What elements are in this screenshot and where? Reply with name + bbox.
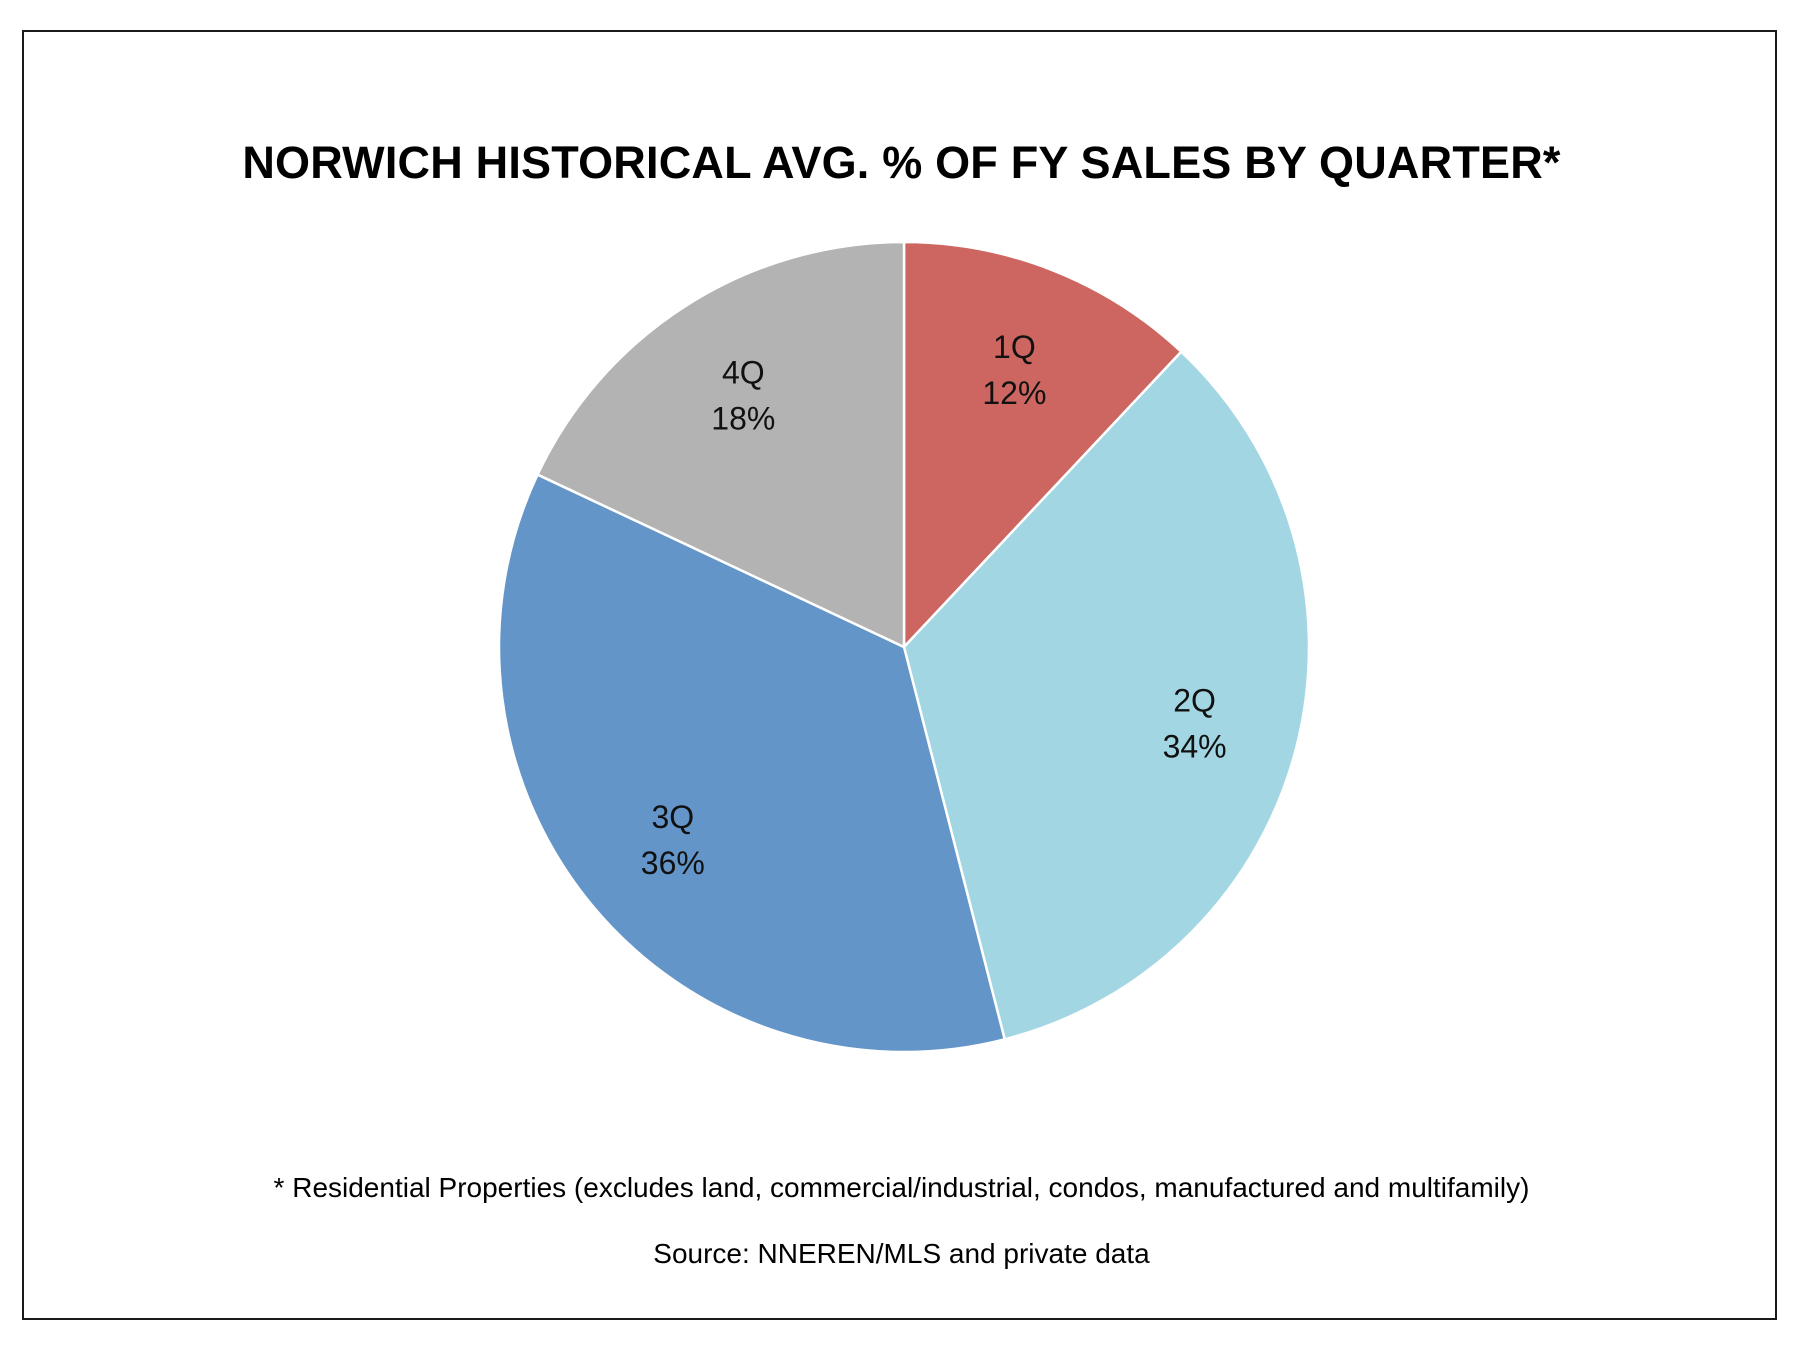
pie-slice-2q	[902, 350, 1311, 1041]
pie-slice-4q	[536, 240, 906, 649]
chart-frame: NORWICH HISTORICAL AVG. % OF FY SALES BY…	[22, 30, 1777, 1320]
slice-value-label: 18%	[711, 401, 775, 437]
pie-slice-1q	[902, 240, 1183, 649]
slice-category-label: 4Q	[722, 355, 765, 391]
chart-source: Source: NNEREN/MLS and private data	[653, 1238, 1150, 1269]
slice-value-label: 34%	[1163, 729, 1227, 765]
chart-title: NORWICH HISTORICAL AVG. % OF FY SALES BY…	[242, 137, 1561, 188]
slice-category-label: 3Q	[651, 799, 694, 835]
slice-category-label: 1Q	[993, 329, 1036, 365]
pie-slice-3q	[497, 473, 1006, 1054]
slice-value-label: 12%	[982, 375, 1046, 411]
slice-category-label: 2Q	[1173, 683, 1216, 719]
slice-value-label: 36%	[641, 845, 705, 881]
pie-chart: 1Q 12% 2Q 34% 3Q 36% 4Q 18%	[497, 240, 1311, 1054]
chart-footnote: * Residential Properties (excludes land,…	[273, 1172, 1530, 1203]
